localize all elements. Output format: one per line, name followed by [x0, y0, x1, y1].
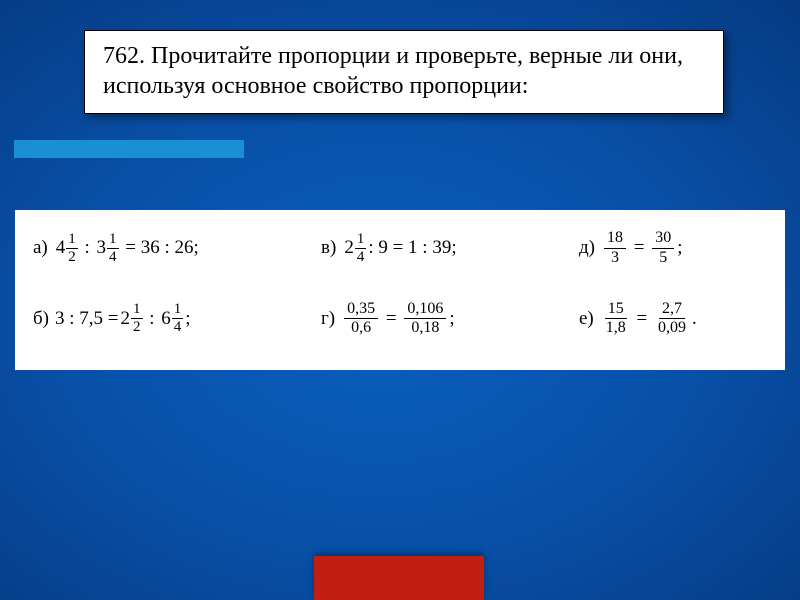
- frac-27-009: 2,7 0,09: [655, 301, 689, 338]
- label-v: в): [321, 237, 336, 259]
- eq: =: [632, 308, 652, 330]
- rest-v: : 9 = 1 : 39;: [368, 237, 456, 259]
- mixed-2-1-2: 2 1 2: [121, 302, 143, 335]
- tail-e: .: [692, 308, 697, 330]
- math-panel: а) 4 1 2 : 3 1 4 = 36 :: [15, 210, 785, 370]
- math-grid: а) 4 1 2 : 3 1 4 = 36 :: [33, 230, 771, 337]
- frac-035-06: 0,35 0,6: [344, 301, 378, 338]
- frac-15-18: 15 1,8: [603, 301, 629, 338]
- problem-a: а) 4 1 2 : 3 1 4 = 36 :: [33, 230, 321, 267]
- tail-b: ;: [185, 308, 190, 330]
- mixed-4-1-2: 4 1 2: [56, 232, 78, 265]
- eq: =: [121, 237, 141, 259]
- mixed-6-1-4: 6 1 4: [161, 302, 183, 335]
- colon: :: [145, 308, 160, 330]
- problem-title: 762. Прочитайте пропорции и проверьте, в…: [103, 41, 705, 101]
- problem-d: д) 18 3 = 30 5 ;: [579, 230, 771, 267]
- problem-v: в) 2 1 4 : 9 = 1 : 39;: [321, 230, 579, 267]
- tail-g: ;: [449, 308, 454, 330]
- bottom-red-block: [314, 556, 484, 600]
- label-g: г): [321, 308, 335, 330]
- frac-30-5: 30 5: [652, 230, 674, 267]
- colon: :: [80, 237, 95, 259]
- tail-d: ;: [677, 237, 682, 259]
- label-b: б): [33, 308, 49, 330]
- title-box: 762. Прочитайте пропорции и проверьте, в…: [84, 30, 724, 114]
- frac-18-3: 18 3: [604, 230, 626, 267]
- mixed-3-1-4: 3 1 4: [97, 232, 119, 265]
- problem-g: г) 0,35 0,6 = 0,106 0,18 ;: [321, 301, 579, 338]
- label-a: а): [33, 237, 48, 259]
- accent-bar: [14, 140, 244, 158]
- mixed-2-1-4: 2 1 4: [344, 232, 366, 265]
- frac-0106-018: 0,106 0,18: [404, 301, 446, 338]
- pre-b: 3 : 7,5 =: [55, 308, 119, 330]
- eq: =: [381, 308, 401, 330]
- label-d: д): [579, 237, 595, 259]
- eq: =: [629, 237, 649, 259]
- label-e: е): [579, 308, 594, 330]
- slide: 762. Прочитайте пропорции и проверьте, в…: [0, 0, 800, 600]
- problem-b: б) 3 : 7,5 = 2 1 2 : 6 1 4: [33, 301, 321, 338]
- rhs-a: 36 : 26;: [141, 237, 199, 259]
- problem-e: е) 15 1,8 = 2,7 0,09 .: [579, 301, 771, 338]
